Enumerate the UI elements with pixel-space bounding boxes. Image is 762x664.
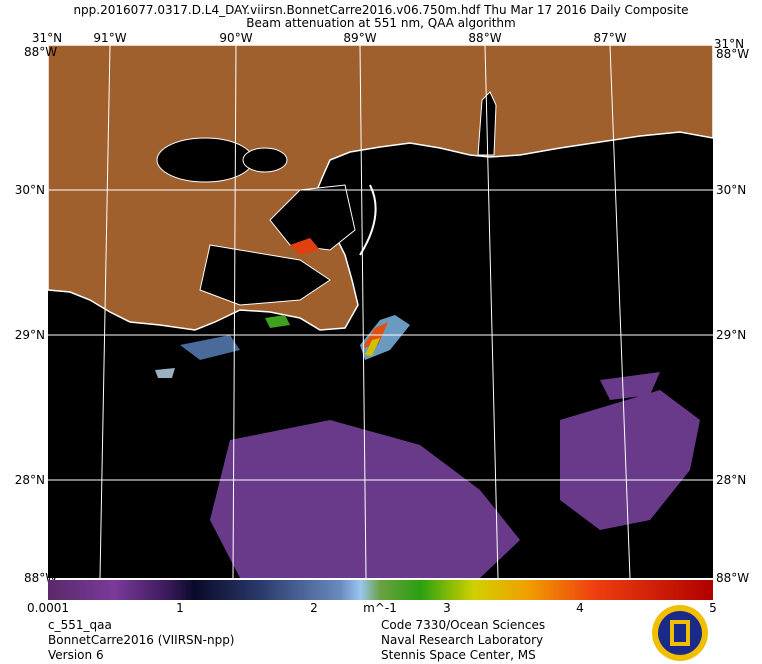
lat-label: 28°N — [15, 473, 45, 487]
lon-label: 89°W — [343, 31, 376, 45]
lon-label: 88°W — [468, 31, 501, 45]
subtitle: Beam attenuation at 551 nm, QAA algorith… — [246, 16, 515, 30]
footer-text: BonnetCarre2016 (VIIRSN-npp) — [48, 633, 235, 647]
lat-label: 29°N — [15, 328, 45, 342]
footer-text: c_551_qaa — [48, 618, 112, 632]
lat-label: 31°N — [714, 37, 744, 51]
lon-label: 90°W — [219, 31, 252, 45]
lon-label: 88°W — [24, 45, 57, 59]
lat-label: 29°N — [716, 328, 746, 342]
colorbar — [48, 580, 713, 600]
lon-label: 88°W — [716, 571, 749, 585]
colorbar-label: 1 — [176, 601, 184, 615]
colorbar-label: 2 — [310, 601, 318, 615]
footer-text: Naval Research Laboratory — [381, 633, 543, 647]
map — [48, 45, 713, 578]
footer-text: Stennis Space Center, MS — [381, 648, 536, 662]
marsh — [269, 184, 356, 251]
colorbar-label: 5 — [709, 601, 717, 615]
lon-label: 91°W — [93, 31, 126, 45]
footer-text: Version 6 — [48, 648, 104, 662]
lat-label: 30°N — [15, 183, 45, 197]
title: npp.2016077.0317.D.L4_DAY.viirsn.BonnetC… — [73, 3, 688, 17]
lon-label: 87°W — [593, 31, 626, 45]
lat-label: 28°N — [716, 473, 746, 487]
colorbar-label: 3 — [443, 601, 451, 615]
graticule — [48, 45, 713, 578]
lat-label: 30°N — [716, 183, 746, 197]
footer-text: Code 7330/Ocean Sciences — [381, 618, 545, 632]
colorbar-label: 4 — [576, 601, 584, 615]
lat-label: 31°N — [32, 31, 62, 45]
colorbar-label: 0.0001 — [27, 601, 69, 615]
lon-label: 88°W — [716, 47, 749, 61]
colorbar-unit: m^-1 — [363, 601, 397, 615]
lake — [242, 147, 288, 173]
nrl-logo — [652, 605, 708, 661]
island — [359, 184, 377, 256]
marsh — [199, 244, 331, 306]
lake — [156, 137, 254, 183]
